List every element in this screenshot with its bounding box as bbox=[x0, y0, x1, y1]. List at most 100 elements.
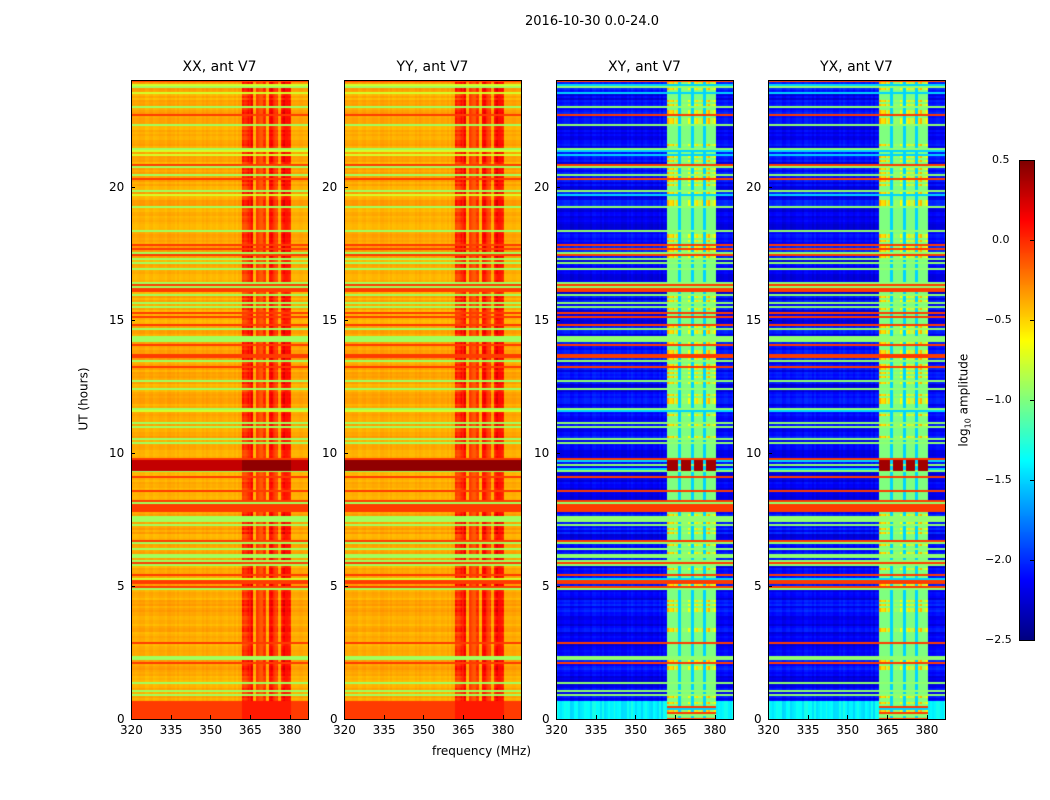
y-tick-label: 10 bbox=[322, 445, 338, 460]
y-tick bbox=[131, 319, 135, 321]
y-tick-label: 5 bbox=[330, 578, 338, 593]
x-tick-label: 320 bbox=[757, 723, 780, 737]
y-tick-label: 10 bbox=[534, 445, 550, 460]
y-axis-label: UT (hours) bbox=[76, 367, 91, 431]
y-tick bbox=[768, 186, 772, 188]
colorbar-tick bbox=[1030, 640, 1035, 641]
y-tick bbox=[556, 319, 560, 321]
colorbar-tick-label: −1.5 bbox=[985, 473, 1012, 486]
x-tick bbox=[462, 715, 464, 719]
heatmap-panel-3 bbox=[556, 80, 733, 719]
y-tick-label: 0 bbox=[754, 712, 762, 726]
y-tick bbox=[344, 719, 348, 720]
y-tick-label: 20 bbox=[322, 179, 338, 194]
y-tick bbox=[768, 719, 772, 720]
colorbar bbox=[1019, 160, 1034, 640]
x-tick-label: 320 bbox=[333, 723, 356, 737]
x-tick-label: 350 bbox=[624, 723, 648, 737]
y-tick bbox=[556, 186, 560, 188]
colorbar-tick-label: 0.5 bbox=[992, 153, 1010, 166]
y-tick-label: 5 bbox=[754, 578, 762, 593]
y-tick bbox=[131, 186, 135, 188]
panel-frame bbox=[344, 80, 522, 720]
x-tick bbox=[556, 715, 557, 719]
y-tick-label: 5 bbox=[117, 578, 125, 593]
y-tick bbox=[556, 452, 560, 454]
y-tick bbox=[768, 585, 772, 587]
x-tick bbox=[423, 715, 425, 719]
y-tick-label: 15 bbox=[746, 312, 762, 327]
x-axis-label: frequency (MHz) bbox=[432, 744, 532, 758]
colorbar-label: log10 amplitude bbox=[956, 353, 973, 447]
x-tick-label: 335 bbox=[159, 723, 183, 737]
x-tick bbox=[674, 715, 676, 719]
y-tick-label: 20 bbox=[746, 179, 762, 194]
heatmap-panel-2 bbox=[344, 80, 521, 719]
x-tick bbox=[131, 715, 132, 719]
y-tick bbox=[768, 452, 772, 454]
y-tick bbox=[344, 186, 348, 188]
y-tick bbox=[131, 452, 135, 454]
colorbar-tick-label: −0.5 bbox=[985, 313, 1012, 326]
x-tick bbox=[768, 715, 769, 719]
x-tick bbox=[210, 715, 212, 719]
panel-frame bbox=[556, 80, 734, 720]
panel-frame bbox=[768, 80, 946, 720]
y-tick-label: 15 bbox=[322, 312, 338, 327]
x-tick bbox=[344, 715, 345, 719]
y-tick-label: 5 bbox=[542, 578, 550, 593]
x-tick bbox=[595, 715, 597, 719]
panel-title: YX, ant V7 bbox=[820, 59, 893, 75]
panel-frame bbox=[131, 80, 309, 720]
heatmap-panel-1 bbox=[131, 80, 308, 719]
y-tick-label: 20 bbox=[534, 179, 550, 194]
panel-title: YY, ant V7 bbox=[396, 59, 469, 75]
x-tick-label: 380 bbox=[278, 723, 302, 737]
x-tick bbox=[714, 715, 716, 719]
y-tick bbox=[556, 585, 560, 587]
x-tick-label: 350 bbox=[412, 723, 436, 737]
x-tick-label: 350 bbox=[199, 723, 223, 737]
x-tick bbox=[249, 715, 251, 719]
y-tick bbox=[344, 585, 348, 587]
y-tick-label: 15 bbox=[534, 312, 550, 327]
x-tick-label: 335 bbox=[796, 723, 820, 737]
y-tick bbox=[131, 585, 135, 587]
x-tick-label: 350 bbox=[836, 723, 860, 737]
y-tick-label: 15 bbox=[109, 312, 125, 327]
x-tick-label: 320 bbox=[120, 723, 143, 737]
x-tick bbox=[926, 715, 928, 719]
x-tick-label: 365 bbox=[875, 723, 899, 737]
x-tick bbox=[502, 715, 504, 719]
colorbar-tick bbox=[1030, 240, 1035, 241]
y-tick-label: 0 bbox=[330, 712, 338, 726]
colorbar-tick-label: −1.0 bbox=[985, 393, 1012, 406]
y-tick bbox=[768, 319, 772, 321]
y-tick bbox=[344, 319, 348, 321]
x-tick bbox=[635, 715, 637, 719]
x-tick-label: 335 bbox=[372, 723, 396, 737]
y-tick bbox=[556, 719, 560, 720]
y-tick-label: 10 bbox=[109, 445, 125, 460]
x-tick-label: 380 bbox=[491, 723, 515, 737]
figure-title: 2016-10-30 0.0-24.0 bbox=[525, 14, 659, 29]
x-tick-label: 335 bbox=[584, 723, 608, 737]
x-tick bbox=[170, 715, 172, 719]
x-tick bbox=[289, 715, 291, 719]
panel-title: XY, ant V7 bbox=[608, 59, 681, 75]
colorbar-tick bbox=[1030, 160, 1035, 161]
colorbar-tick bbox=[1030, 480, 1035, 481]
y-tick bbox=[344, 452, 348, 454]
y-tick-label: 0 bbox=[117, 712, 125, 726]
x-tick bbox=[807, 715, 809, 719]
x-tick-label: 365 bbox=[451, 723, 475, 737]
x-tick-label: 380 bbox=[703, 723, 727, 737]
colorbar-tick bbox=[1030, 320, 1035, 321]
x-tick bbox=[886, 715, 888, 719]
x-tick-label: 320 bbox=[545, 723, 568, 737]
y-tick-label: 0 bbox=[542, 712, 550, 726]
x-tick-label: 365 bbox=[663, 723, 687, 737]
x-tick bbox=[847, 715, 849, 719]
colorbar-tick bbox=[1030, 400, 1035, 401]
